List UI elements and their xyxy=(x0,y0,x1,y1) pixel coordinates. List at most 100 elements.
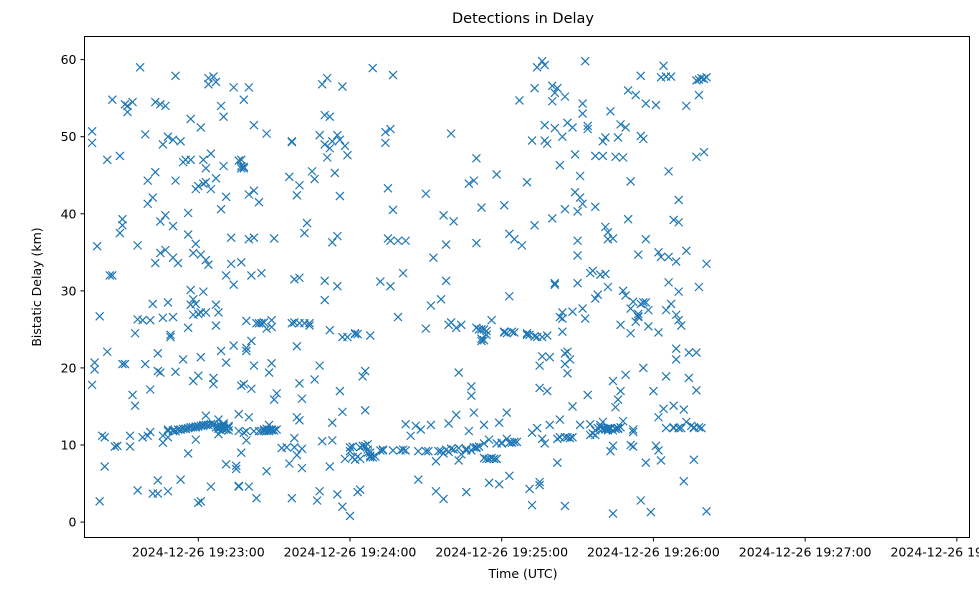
data-point xyxy=(570,150,580,159)
data-point xyxy=(236,381,246,391)
data-point xyxy=(269,234,279,243)
data-point xyxy=(380,127,390,137)
data-point xyxy=(327,136,337,146)
data-point xyxy=(262,466,271,476)
data-point xyxy=(633,311,643,321)
data-point xyxy=(163,297,173,307)
data-point xyxy=(145,315,155,325)
data-point xyxy=(568,123,577,132)
data-point xyxy=(499,200,509,210)
data-point xyxy=(484,435,494,445)
chart-title: Detections in Delay xyxy=(452,11,594,27)
data-point xyxy=(563,368,572,378)
data-point xyxy=(335,191,345,201)
data-point xyxy=(145,385,155,394)
data-point xyxy=(249,186,259,196)
x-tick-label: 2024-12-26 19:26:00 xyxy=(587,545,720,560)
data-point xyxy=(509,234,519,244)
data-point xyxy=(95,496,105,506)
data-point xyxy=(580,314,590,324)
data-point xyxy=(206,419,216,429)
data-point xyxy=(616,386,625,396)
data-point xyxy=(325,112,335,122)
data-point xyxy=(143,199,153,209)
data-point xyxy=(535,383,545,393)
data-point xyxy=(664,252,674,262)
data-point xyxy=(155,99,165,109)
data-point xyxy=(239,163,249,173)
data-point xyxy=(426,301,436,310)
data-point xyxy=(522,328,532,338)
data-point xyxy=(616,320,625,330)
data-point xyxy=(674,287,684,297)
data-point xyxy=(573,207,582,216)
data-point xyxy=(191,239,201,249)
data-point xyxy=(606,106,615,116)
data-point xyxy=(517,240,527,250)
data-point xyxy=(588,266,598,276)
data-point xyxy=(444,419,454,428)
data-point xyxy=(504,471,514,481)
data-point xyxy=(575,193,585,203)
data-point xyxy=(292,341,302,351)
x-tick-label: 2024-12-26 19:24:00 xyxy=(284,545,417,560)
data-point xyxy=(608,234,618,243)
data-point xyxy=(527,500,537,510)
data-point xyxy=(472,443,481,453)
data-point xyxy=(315,486,325,496)
data-point xyxy=(671,355,681,364)
data-point xyxy=(482,330,491,340)
data-point xyxy=(196,123,206,132)
data-point xyxy=(249,361,259,371)
y-tick-label: 0 xyxy=(69,515,77,530)
data-point xyxy=(659,404,668,414)
data-point xyxy=(236,155,246,165)
data-point xyxy=(158,139,168,149)
data-point xyxy=(449,445,459,455)
data-point xyxy=(337,407,347,417)
data-point xyxy=(252,493,261,503)
data-point xyxy=(603,227,613,237)
data-point xyxy=(196,352,206,362)
data-point xyxy=(236,257,246,267)
data-point xyxy=(441,276,451,286)
data-point xyxy=(464,179,474,189)
data-point xyxy=(191,435,201,445)
data-point xyxy=(388,205,398,215)
data-point xyxy=(332,489,342,499)
data-point xyxy=(494,479,504,489)
data-point xyxy=(631,317,641,327)
data-point xyxy=(173,258,183,268)
data-point xyxy=(267,322,277,332)
data-point xyxy=(702,506,711,516)
data-point xyxy=(209,72,218,82)
x-tick-label: 2024-12-26 19:23:00 xyxy=(132,545,265,560)
x-tick-label: 2024-12-26 19:25:00 xyxy=(435,545,568,560)
data-point xyxy=(406,431,416,441)
data-point xyxy=(565,433,575,443)
y-tick-label: 50 xyxy=(61,129,77,144)
data-point xyxy=(264,368,274,377)
data-point xyxy=(188,294,198,304)
data-point xyxy=(317,436,327,446)
data-point xyxy=(431,456,441,466)
data-point xyxy=(312,496,322,505)
data-point xyxy=(691,385,701,395)
data-point xyxy=(525,484,534,494)
data-point xyxy=(590,151,600,161)
data-point xyxy=(219,112,228,122)
data-point xyxy=(578,304,588,314)
data-point xyxy=(595,422,605,432)
data-point xyxy=(621,370,631,380)
data-point xyxy=(229,82,239,92)
data-point xyxy=(689,455,699,465)
data-point xyxy=(193,181,203,191)
data-point xyxy=(378,445,388,455)
data-point xyxy=(626,440,636,450)
data-point xyxy=(446,129,456,139)
data-point xyxy=(343,150,352,160)
data-point xyxy=(431,486,441,496)
data-point xyxy=(669,401,679,411)
data-point xyxy=(401,419,411,429)
data-point xyxy=(388,70,398,80)
